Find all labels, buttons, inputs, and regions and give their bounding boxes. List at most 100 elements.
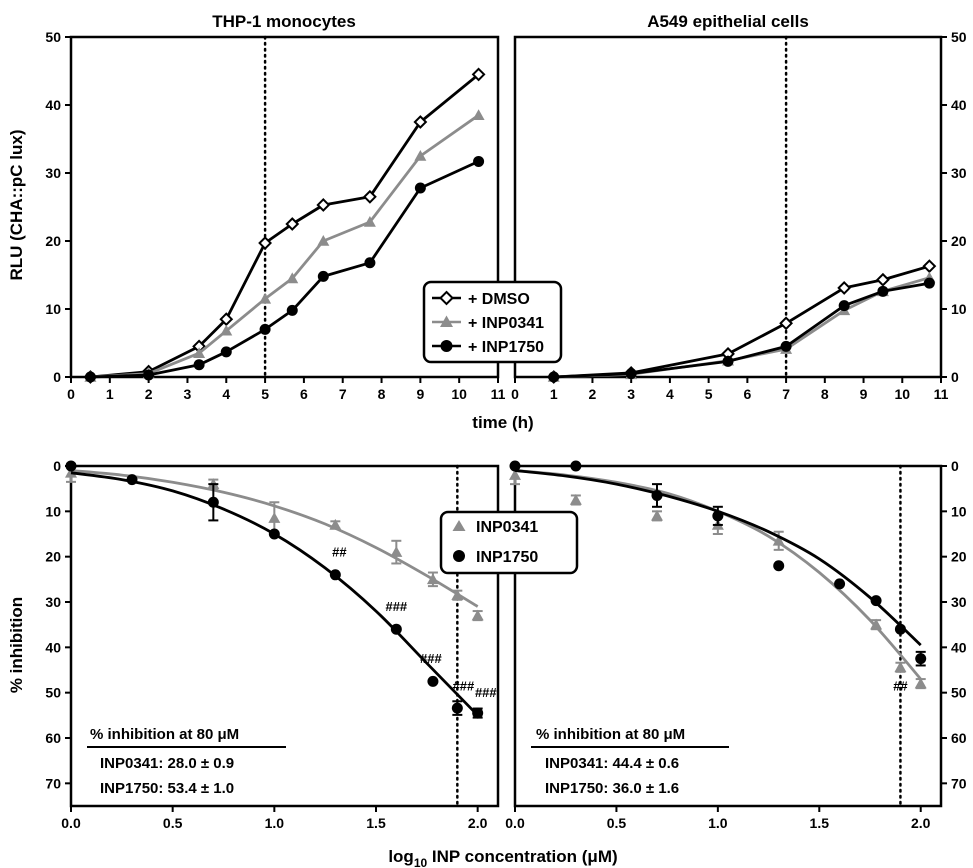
x-axis-label-time: time (h) xyxy=(472,413,533,432)
data-point xyxy=(258,236,273,250)
series-inp1750 xyxy=(509,460,927,667)
data-point xyxy=(509,469,521,480)
data-point xyxy=(722,355,734,367)
data-point xyxy=(65,466,77,478)
x-tick-label: 0.0 xyxy=(505,815,525,831)
series-inp0341 xyxy=(509,465,927,690)
x-tick-label: 7 xyxy=(339,386,347,402)
x-tick-label: 7 xyxy=(782,386,790,402)
circle-marker-icon xyxy=(440,340,453,352)
x-label-sub: 10 xyxy=(414,856,428,868)
y-tick-label: 30 xyxy=(951,594,967,610)
x-tick-label: 0.5 xyxy=(607,815,627,831)
data-point xyxy=(193,359,205,371)
legend-top-label-dmso: + DMSO xyxy=(468,291,530,308)
data-point xyxy=(651,489,663,501)
panel-p1: 0 1 2 3 4 5 6 7 8 9 10 11 0 10 20 30 40 50 THP-1 monocytes xyxy=(45,12,505,402)
panel-title: THP-1 monocytes xyxy=(212,12,356,31)
x-tick-label: 3 xyxy=(184,386,192,402)
y-tick-label: 10 xyxy=(45,301,61,317)
data-point xyxy=(472,707,484,719)
x-tick-label: 2 xyxy=(145,386,153,402)
panel-title: A549 epithelial cells xyxy=(647,12,809,31)
significance-label: ### xyxy=(420,651,442,666)
legend-bottom-label-inp0341: INP0341 xyxy=(476,519,538,536)
data-point xyxy=(625,368,637,380)
x-tick-label: 11 xyxy=(491,386,506,402)
x-tick-label: 1 xyxy=(550,386,558,402)
y-tick-label: 10 xyxy=(45,503,61,519)
data-point xyxy=(779,316,794,331)
legend-top-label-inp0341: + INP0341 xyxy=(468,315,544,332)
series-line xyxy=(553,264,930,379)
data-point xyxy=(451,589,464,600)
data-point xyxy=(390,623,402,635)
legend-bottom: INP0341 INP1750 xyxy=(439,510,579,575)
series-inp0341 xyxy=(547,271,936,382)
y-tick-label: 50 xyxy=(45,685,61,701)
legend-top-label-inp1750: + INP1750 xyxy=(468,339,544,356)
x-tick-label: 1 xyxy=(106,386,114,402)
data-point xyxy=(569,494,582,505)
y-axis-label-inhibition: % inhibition xyxy=(7,597,26,693)
data-point xyxy=(286,304,298,316)
y-tick-label: 20 xyxy=(45,549,61,565)
y-tick-label: 40 xyxy=(951,639,967,655)
data-point xyxy=(143,369,155,381)
y-tick-label: 0 xyxy=(951,369,959,385)
data-point xyxy=(914,677,927,689)
data-point xyxy=(877,285,889,297)
panel-p3: 0.0 0.5 1.0 1.5 2.0010203040506070##########… xyxy=(45,458,500,831)
legend-top: + DMSO + INP0341 + INP1750 xyxy=(422,280,563,364)
data-point xyxy=(219,312,234,327)
data-point xyxy=(915,653,927,665)
data-point xyxy=(922,259,937,274)
data-point xyxy=(772,534,785,546)
x-tick-label: 5 xyxy=(705,386,713,402)
data-point xyxy=(207,496,219,508)
x-tick-label: 10 xyxy=(894,386,910,402)
y-tick-label: 70 xyxy=(951,775,967,791)
y-tick-label: 30 xyxy=(951,165,967,181)
y-tick-label: 30 xyxy=(45,594,61,610)
legend-bottom-item-inp0341: INP0341 xyxy=(452,519,538,536)
legend-bottom-box xyxy=(439,510,579,575)
data-point xyxy=(834,578,846,590)
plot-frame xyxy=(513,464,943,808)
x-tick-label: 2.0 xyxy=(468,815,488,831)
series-line xyxy=(90,73,480,379)
data-point xyxy=(923,277,935,289)
series-line xyxy=(553,276,930,379)
legend-top-item-dmso: + DMSO xyxy=(432,290,530,308)
x-tick-label: 0 xyxy=(67,386,75,402)
data-point xyxy=(259,323,271,335)
significance-label: ## xyxy=(332,545,347,560)
data-point xyxy=(259,292,272,304)
data-point xyxy=(84,371,96,383)
data-point xyxy=(285,217,300,231)
significance-label: ### xyxy=(475,685,497,700)
significance-label: ## xyxy=(893,678,908,693)
x-tick-label: 8 xyxy=(821,386,829,402)
data-point xyxy=(780,340,792,352)
data-point xyxy=(329,518,342,530)
y-tick-label: 50 xyxy=(951,685,967,701)
panel-p4: 0.0 0.5 1.0 1.5 2.0 0 10 20 30 40 50 60 70 ## xyxy=(505,458,967,831)
data-point xyxy=(894,623,906,635)
series-dmso xyxy=(546,259,937,384)
significance-label: ### xyxy=(453,678,475,693)
data-point xyxy=(548,371,560,383)
y-tick-label: 40 xyxy=(951,97,967,113)
data-point xyxy=(870,595,882,607)
data-point xyxy=(471,609,484,621)
y-tick-label: 70 xyxy=(45,775,61,791)
y-tick-label: 20 xyxy=(45,233,61,249)
x-tick-label: 6 xyxy=(743,386,751,402)
x-tick-label: 5 xyxy=(261,386,269,402)
y-tick-label: 0 xyxy=(53,458,61,474)
info-line-a549-inp1750: INP1750: 36.0 ± 1.6 xyxy=(545,780,679,797)
y-tick-label: 40 xyxy=(45,97,61,113)
plot-frame xyxy=(69,35,500,379)
data-point xyxy=(329,569,341,581)
plot-frame xyxy=(513,35,943,379)
